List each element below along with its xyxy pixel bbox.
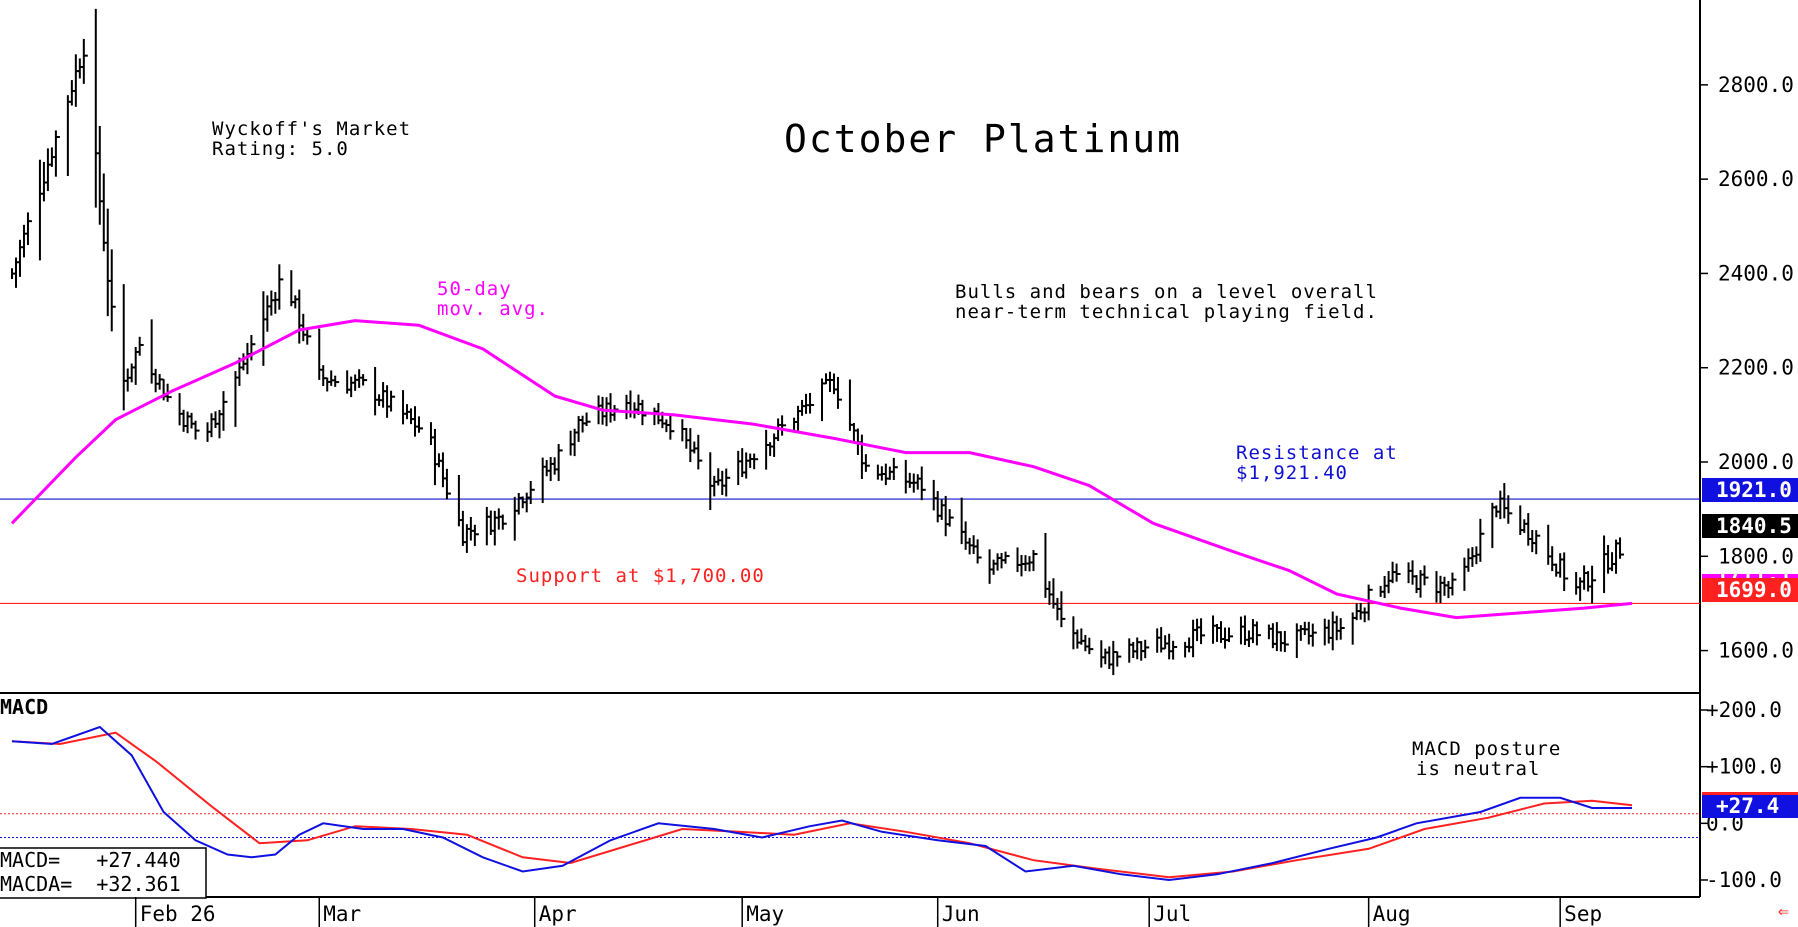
macd-y-axis: +200.0+100.00.0-100.0 — [1700, 698, 1782, 892]
x-tick-label: Apr — [539, 902, 577, 926]
resistance-label-line1: Resistance at — [1236, 442, 1398, 464]
macd-readout: MACD= +27.440 — [0, 848, 181, 872]
price-reference-lines — [0, 498, 1700, 605]
comment-line1: Bulls and bears on a level overall — [955, 281, 1378, 303]
resistance-price-tag: 1921.0 — [1702, 478, 1798, 502]
price-tick-label: 2800.0 — [1718, 73, 1794, 97]
rating-line1: Wyckoff's Market — [212, 118, 411, 140]
x-tick-label: Aug — [1373, 902, 1411, 926]
macd-tick-label: -100.0 — [1706, 868, 1782, 892]
x-tick-label: May — [746, 902, 784, 926]
macd-tick-label: +100.0 — [1706, 755, 1782, 779]
x-tick-label: Jun — [942, 902, 980, 926]
resistance-label-line2: $1,921.40 — [1236, 462, 1348, 484]
price-tick-label: 2400.0 — [1718, 261, 1794, 285]
comment-line2: near-term technical playing field. — [955, 301, 1378, 323]
x-tick-label: Sep — [1564, 902, 1602, 926]
support-label: Support at $1,700.00 — [516, 565, 765, 587]
last-price-tag-text: 1840.5 — [1716, 514, 1792, 538]
price-bars — [11, 8, 1625, 676]
macd-annotation-line2: is neutral — [1416, 758, 1540, 780]
macd-annotation-line1: MACD posture — [1412, 738, 1561, 760]
ma-line-group — [10, 319, 1633, 620]
macd-tick-label: +200.0 — [1706, 698, 1782, 722]
price-tick-label: 2000.0 — [1718, 450, 1794, 474]
x-tick-label: Mar — [323, 902, 361, 926]
macd-tag-text: +27.4 — [1716, 794, 1779, 818]
macda-line — [11, 731, 1633, 879]
rating-line2: Rating: 5.0 — [212, 138, 349, 160]
ma-label-line2: mov. avg. — [437, 298, 549, 320]
price-y-axis: 2800.0 2600.0 2400.0 2200.0 2000.0 1800.0 1600… — [1700, 73, 1794, 663]
macd-tag: +27.4 — [1702, 792, 1798, 818]
resistance-tag-text: 1921.0 — [1716, 478, 1792, 502]
price-tick-label: 1800.0 — [1718, 544, 1794, 568]
chart-title: October Platinum — [784, 117, 1182, 161]
price-tick-label: 2200.0 — [1718, 356, 1794, 380]
price-tick-label: 1600.0 — [1718, 639, 1794, 663]
price-tick-label: 2600.0 — [1718, 167, 1794, 191]
macd-panel-title: MACD — [0, 695, 48, 719]
macd-line — [11, 725, 1632, 882]
macda-readout: MACDA= +32.361 — [0, 872, 181, 896]
macd-readout-box: MACD= +27.440 MACDA= +32.361 — [0, 847, 207, 899]
last-price-tag: 1840.5 — [1702, 514, 1798, 538]
macd-lines-group — [0, 725, 1700, 882]
x-tick-label: Feb 26 — [140, 902, 216, 926]
x-axis: Feb 26 Mar Apr May Jun Jul Aug Sep — [134, 897, 1602, 927]
ma-label-line1: 50-day — [437, 278, 512, 300]
ma-line — [10, 319, 1633, 620]
support-tag-text: 1699.0 — [1716, 578, 1792, 602]
support-price-tag: 1699.0 — [1702, 578, 1798, 602]
scroll-left-arrow-icon[interactable]: ⇐ — [1778, 901, 1789, 922]
x-tick-label: Jul — [1153, 902, 1191, 926]
